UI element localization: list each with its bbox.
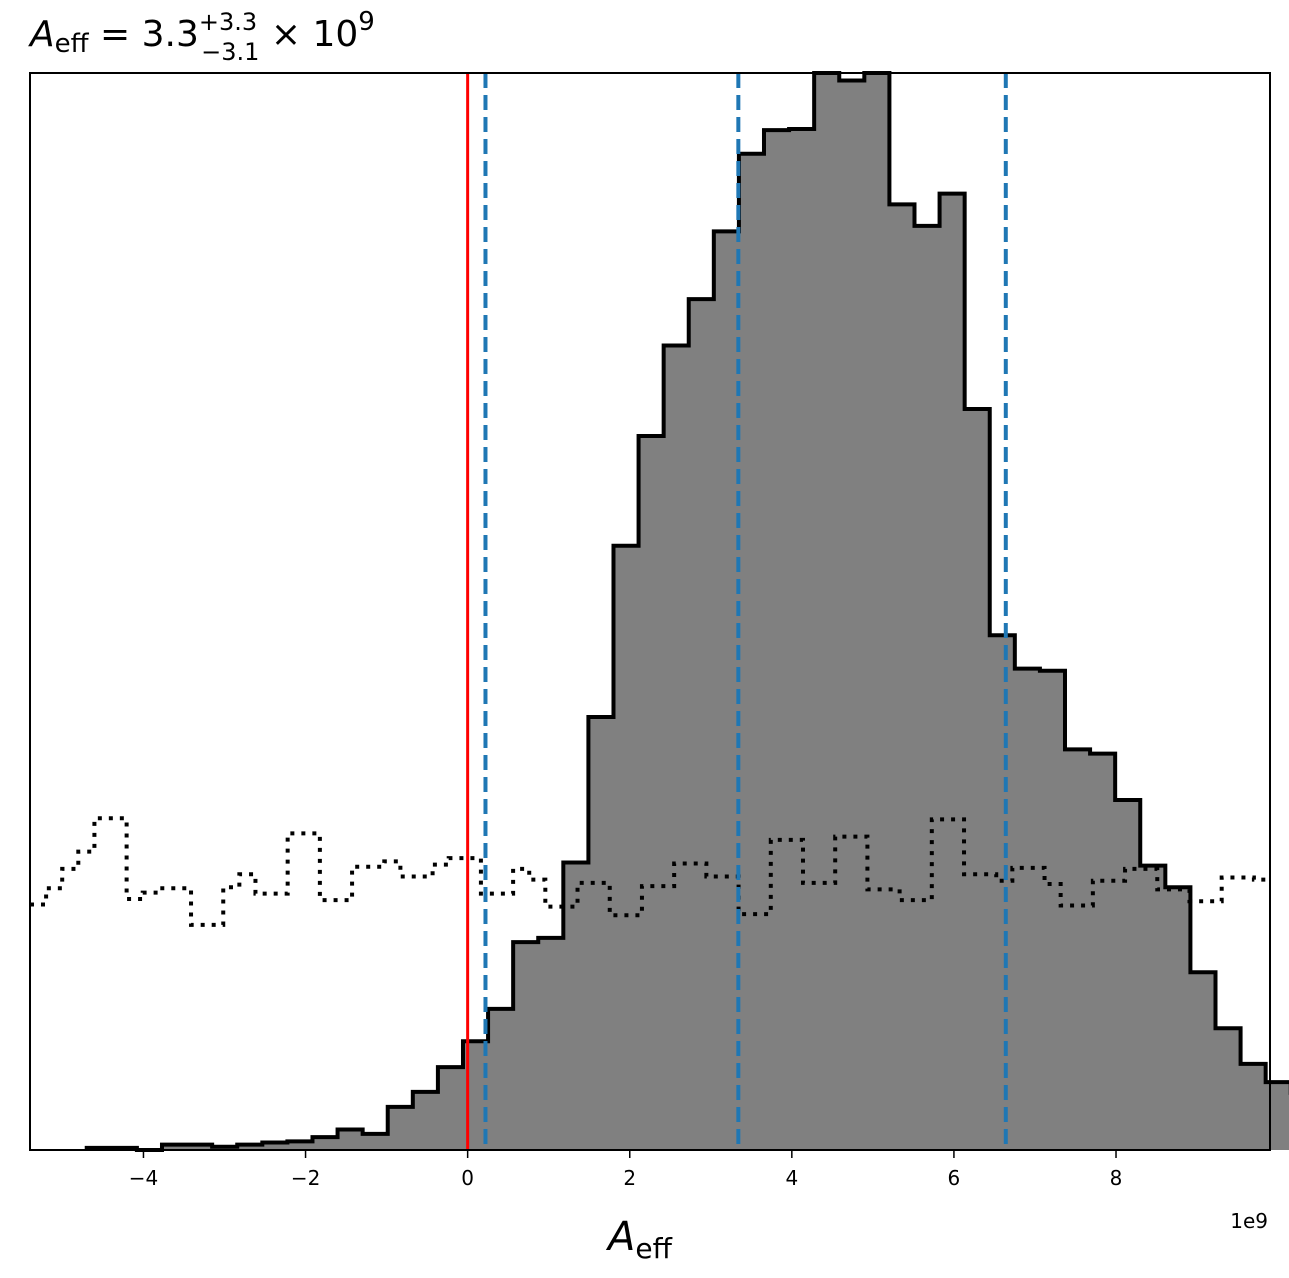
plot-frame [29, 72, 1271, 1151]
histogram-outline [84, 71, 1289, 1152]
histogram-bar [488, 1008, 514, 1150]
title-sub: −3.1 [201, 38, 259, 66]
histogram-bar [763, 130, 790, 1150]
x-axis-ticks: −4 −2 0 2 4 6 8 [129, 1150, 1123, 1190]
x-tick-label: −4 [129, 1166, 158, 1190]
histogram-bar [839, 80, 865, 1150]
histogram-bar [588, 717, 614, 1150]
x-tick-label: 8 [1110, 1166, 1123, 1190]
histogram-bar [287, 1141, 313, 1150]
histogram-bar [1215, 1028, 1242, 1150]
histogram-bar [1090, 753, 1116, 1150]
histogram-bar [161, 1144, 188, 1150]
posterior-histogram [84, 71, 1289, 1152]
histogram-bar [914, 225, 941, 1150]
histogram-bar [262, 1142, 288, 1150]
x-tick-label: 0 [461, 1166, 474, 1190]
histogram-bar [688, 299, 715, 1150]
histogram-bar [1014, 668, 1041, 1150]
histogram-bar [312, 1137, 339, 1150]
histogram-bar [989, 635, 1016, 1150]
prior-step-line [30, 816, 1270, 927]
x-tick-label: 4 [785, 1166, 798, 1190]
histogram-bar [638, 435, 665, 1151]
histogram-bar [1240, 1063, 1267, 1150]
histogram-bar [513, 942, 539, 1150]
histogram-bar [337, 1129, 364, 1150]
x-tick-label: −2 [291, 1166, 320, 1190]
title-equals: = 3.3 [89, 14, 199, 55]
histogram-bar [939, 193, 966, 1150]
histogram-bar [789, 129, 815, 1150]
x-axis-label: Aeff [605, 1214, 673, 1265]
prior-histogram [30, 816, 1270, 927]
histogram-bar [237, 1144, 263, 1150]
histogram-bar [1039, 670, 1066, 1150]
histogram-bar [387, 1106, 414, 1150]
title-symbol-sub: eff [55, 29, 90, 59]
histogram-bar [412, 1091, 439, 1150]
histogram-bar [1265, 1082, 1289, 1150]
histogram-bar [713, 231, 740, 1151]
histogram-bar [538, 937, 564, 1150]
x-tick-label: 6 [948, 1166, 961, 1190]
x-offset-label: 1e9 [1230, 1209, 1268, 1233]
histogram-bar [613, 545, 640, 1150]
histogram-bar [738, 153, 765, 1150]
histogram-bar [889, 204, 915, 1151]
histogram-bar [1165, 887, 1191, 1150]
histogram-bar [437, 1067, 464, 1150]
reference-lines [466, 73, 1008, 1150]
histogram-bar [814, 73, 840, 1150]
histogram-bar [964, 409, 991, 1150]
histogram-bar [187, 1144, 213, 1150]
histogram-bar [1140, 865, 1166, 1150]
histogram-bar [362, 1133, 389, 1150]
x-axis-label-sub: eff [635, 1232, 672, 1265]
histogram-bar [663, 345, 690, 1151]
histogram-bar [1190, 972, 1216, 1150]
x-axis-label-symbol: A [605, 1214, 635, 1260]
histogram-bar [1064, 749, 1091, 1150]
chart-title: Aeff = 3.3+3.3 −3.1 × 109 [28, 7, 375, 66]
histogram-bar [1115, 799, 1141, 1150]
title-symbol: A [28, 14, 55, 55]
title-times: × 10 [259, 14, 358, 55]
histogram-bar [563, 862, 589, 1150]
title-sup: +3.3 [199, 8, 257, 36]
title-exp: 9 [358, 7, 375, 37]
histogram-bar [864, 73, 890, 1150]
x-tick-label: 2 [623, 1166, 636, 1190]
